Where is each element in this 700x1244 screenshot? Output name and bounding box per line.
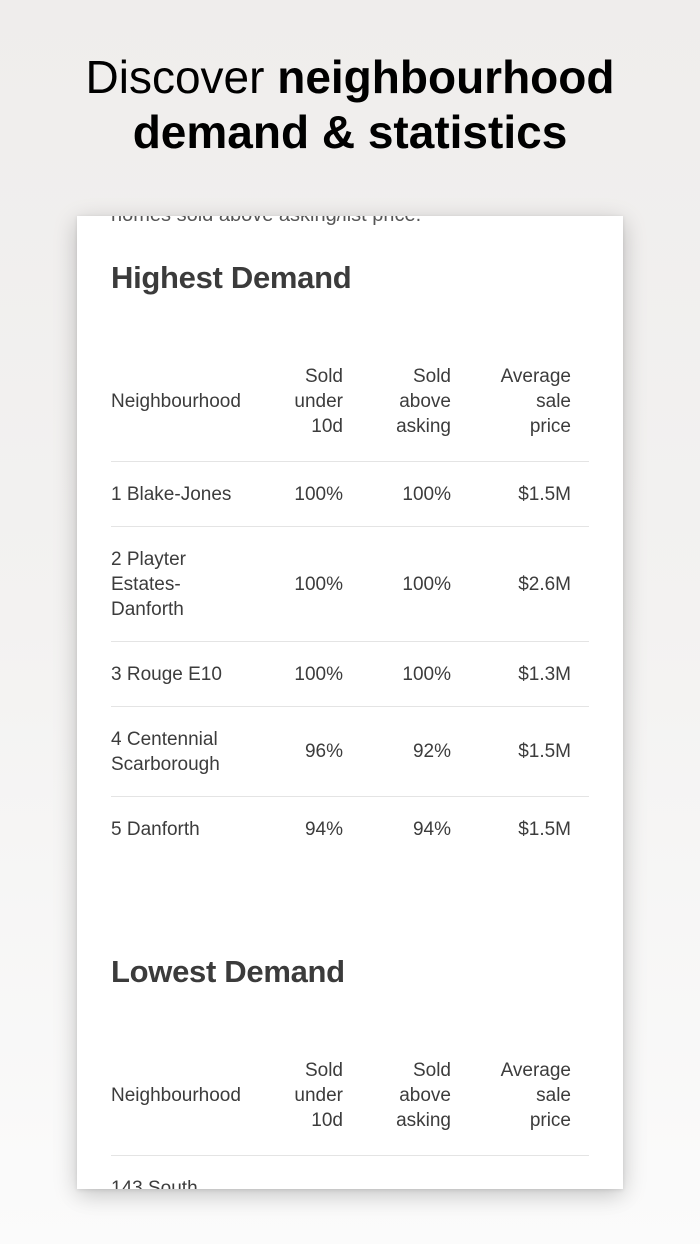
row-neighbourhood: 1 Blake-Jones [111,483,232,505]
col-average-price: Average sale price [500,1060,571,1131]
row-sold-under: 100% [294,483,343,505]
row-neighbourhood: 5 Danforth [111,818,200,840]
row-sold-under: 100% [294,663,343,685]
row-sold-above: 92% [412,741,451,762]
row-sold-above: 100% [402,483,451,505]
col-neighbourhood: Neighbourhood [111,391,241,412]
table-header: Neighbourhood Sold under 10d Sold above … [111,342,589,462]
col-sold-under: Sold under 10d [294,1060,343,1131]
headline-bold-1: neighbourhood [277,51,615,103]
lowest-demand-table: Neighbourhood Sold under 10d Sold above … [111,1036,589,1189]
row-sold-above: 100% [402,573,451,595]
table-row[interactable]: 3 Rouge E10 100% 100% $1.3M [111,642,589,707]
row-sold-under: 100% [294,573,343,595]
cut-off-text: homes sold above asking/list price. [111,216,421,227]
table-header: Neighbourhood Sold under 10d Sold above … [111,1036,589,1156]
col-neighbourhood: Neighbourhood [111,1085,241,1106]
row-neighbourhood: 4 Centennial Scarborough [111,728,220,775]
row-average-price: $1.5M [518,741,571,762]
row-sold-above: 100% [402,663,451,685]
row-average-price: $1.5M [518,818,571,840]
row-average-price: $2.6M [518,573,571,595]
table-row[interactable]: 4 Centennial Scarborough 96% 92% $1.5M [111,707,589,797]
highest-demand-table: Neighbourhood Sold under 10d Sold above … [111,342,589,861]
col-average-price: Average sale price [500,366,571,437]
headline: Discover neighbourhood demand & statisti… [0,50,700,160]
row-sold-above: 94% [412,818,451,840]
row-sold-under: 94% [304,818,343,840]
row-sold-under: 96% [304,741,343,762]
row-average-price: $1.5M [518,483,571,505]
headline-prefix: Discover [85,51,265,103]
statistics-card[interactable]: homes sold above asking/list price. High… [77,216,623,1189]
table-row[interactable]: 2 Playter Estates- Danforth 100% 100% $2… [111,527,589,642]
row-neighbourhood: 3 Rouge E10 [111,663,222,685]
col-sold-under: Sold under 10d [294,366,343,437]
row-average-price: $1.3M [518,663,571,685]
table-row[interactable]: 143 South [111,1156,589,1189]
table-row[interactable]: 5 Danforth 94% 94% $1.5M [111,797,589,861]
table-row[interactable]: 1 Blake-Jones 100% 100% $1.5M [111,462,589,527]
col-sold-above: Sold above asking [396,1060,451,1131]
row-neighbourhood: 143 South [111,1178,198,1189]
row-neighbourhood: 2 Playter Estates- Danforth [111,548,186,620]
headline-bold-2: demand & statistics [132,106,568,158]
lowest-demand-title: Lowest Demand [111,954,345,989]
col-sold-above: Sold above asking [396,366,451,437]
highest-demand-title: Highest Demand [111,260,352,295]
